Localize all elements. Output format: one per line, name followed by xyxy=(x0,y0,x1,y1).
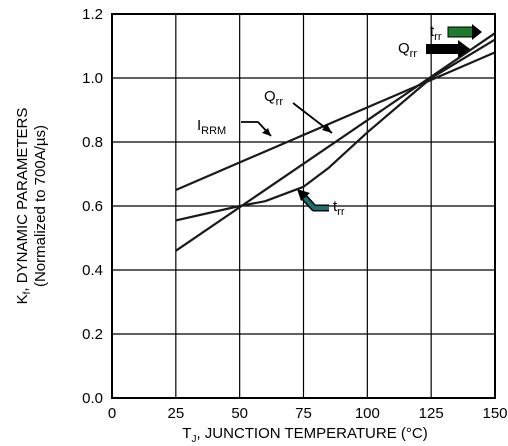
y-tick-label: 1.0 xyxy=(82,70,103,87)
leader-irrm-head xyxy=(262,128,271,136)
leader-qrr-head xyxy=(322,124,332,133)
annotation-qrr-top: Qrr xyxy=(398,40,417,60)
series-line-trr xyxy=(175,38,496,222)
y-tick-label: 0.4 xyxy=(82,262,103,279)
y-tick-label: 0.8 xyxy=(82,134,103,151)
arrow-qrr-upper xyxy=(426,44,460,54)
arrow-trr-lower xyxy=(301,194,329,210)
annotation-irrm: IRRM xyxy=(197,117,226,137)
y-axis-label-line1: Kf, DYNAMIC PARAMETERS xyxy=(14,108,33,305)
y-tick-label: 0.6 xyxy=(82,198,103,215)
y-tick-label: 1.2 xyxy=(82,6,103,23)
y-tick-label: 0.0 xyxy=(82,390,103,407)
x-tick-label: 125 xyxy=(419,405,444,422)
arrows xyxy=(241,24,482,212)
y-axis-label-line2: (Normalized to 700A/µs) xyxy=(32,125,49,287)
x-tick-label: 75 xyxy=(295,405,312,422)
y-tick-label: 0.2 xyxy=(82,326,103,343)
annotation-qrr-mid: Qrr xyxy=(264,88,283,108)
x-axis-label: TJ, JUNCTION TEMPERATURE (°C) xyxy=(182,425,427,445)
annotation-trr-top: trr xyxy=(430,23,442,43)
series-line-qrr xyxy=(175,32,496,252)
x-tick-label: 0 xyxy=(108,405,116,422)
tick-labels: 0 25 50 75 100 125 150 0.0 0.2 0.4 0.6 0.8 1.0 1.2 xyxy=(82,6,507,422)
curves xyxy=(175,32,496,252)
arrow-trr-upper-head xyxy=(472,24,482,40)
annotation-trr-mid: trr xyxy=(333,198,345,218)
plot-frame xyxy=(111,13,496,399)
series-line-irrm xyxy=(175,51,496,192)
x-tick-label: 100 xyxy=(355,405,380,422)
arrow-qrr-upper-head xyxy=(458,40,470,58)
x-tick-label: 50 xyxy=(231,405,248,422)
x-tick-label: 150 xyxy=(482,405,507,422)
arrow-trr-lower-head xyxy=(297,189,310,201)
arrow-trr-upper xyxy=(447,26,475,38)
x-tick-label: 25 xyxy=(167,405,184,422)
